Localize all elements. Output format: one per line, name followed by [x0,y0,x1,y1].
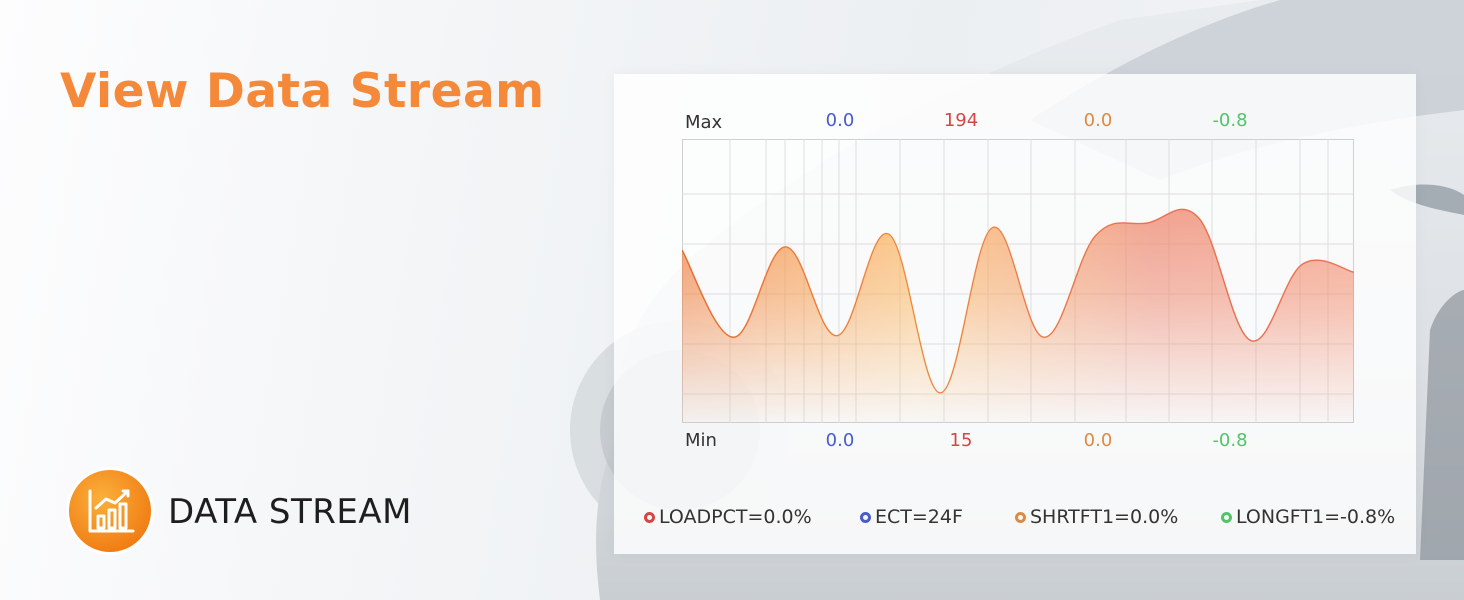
series-line-edge [682,209,1354,394]
blue-dot-icon [860,511,871,523]
series-area [682,209,1354,423]
legend-label-ect: ECT=24F [875,506,963,528]
legend-item-loadpct: LOADPCT=0.0% [644,506,812,528]
legend-label-shrtft1: SHRTFT1=0.0% [1030,506,1179,528]
data-stream-chart [682,139,1354,423]
min-value-shrtft1: 0.0 [1083,430,1113,451]
max-value-ect: 0.0 [825,110,855,131]
page-title: View Data Stream [60,64,545,119]
legend-item-ect: ECT=24F [860,506,963,528]
max-value-shrtft1: 0.0 [1083,110,1113,131]
min-value-ect: 0.0 [825,430,855,451]
min-value-longft1: -0.8 [1212,430,1248,451]
data-stream-label: DATA STREAM [168,492,412,532]
red-dot-icon [644,511,655,523]
green-dot-icon [1221,511,1232,523]
legend-item-longft1: LONGFT1=-0.8% [1221,506,1395,528]
max-label: Max [685,112,723,133]
min-label: Min [685,430,717,451]
legend-label-longft1: LONGFT1=-0.8% [1236,506,1396,528]
data-stream-panel: Max 0.0 194 0.0 -0.8 Min 0.0 15 0.0 -0.8… [614,74,1416,554]
max-value-longft1: -0.8 [1212,110,1248,131]
legend-item-shrtft1: SHRTFT1=0.0% [1015,506,1178,528]
data-stream-badge-icon [66,467,154,555]
min-value-loadpct: 15 [949,430,973,451]
max-value-loadpct: 194 [943,110,979,131]
orange-dot-icon [1015,511,1026,523]
legend-label-loadpct: LOADPCT=0.0% [659,506,812,528]
